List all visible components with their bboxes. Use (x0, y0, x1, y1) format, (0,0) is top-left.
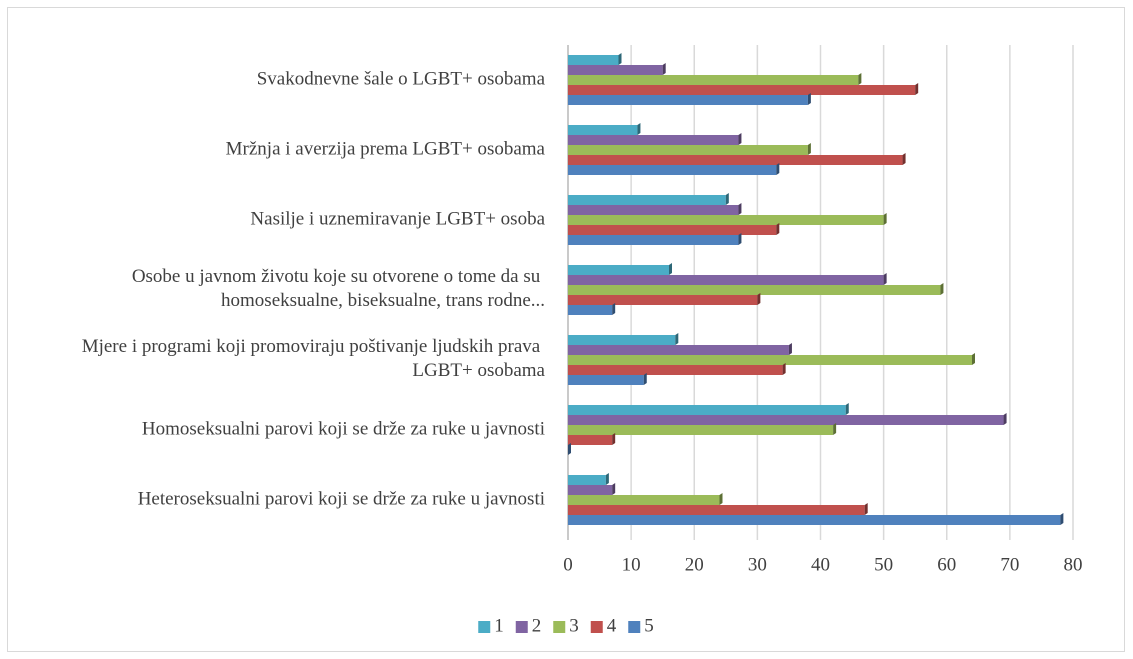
bar (568, 265, 669, 275)
bar (568, 155, 903, 165)
x-tick-label: 70 (1000, 554, 1019, 575)
legend-label: 1 (494, 615, 504, 636)
bar-side (915, 83, 919, 95)
bar-side (612, 303, 616, 315)
bar (568, 505, 865, 515)
bar-side (1003, 413, 1007, 425)
legend-swatch (515, 621, 528, 633)
legend-swatch (590, 621, 603, 633)
bar (568, 485, 613, 495)
bar-side (788, 343, 792, 355)
legend-label: 3 (569, 615, 579, 636)
bar-side (902, 153, 906, 165)
bar (568, 235, 739, 245)
bar-side (972, 353, 975, 365)
bar-side (757, 293, 761, 305)
bar (568, 365, 783, 375)
bar (568, 85, 916, 95)
x-tick-label: 80 (1064, 554, 1083, 575)
bar (568, 435, 613, 445)
bar-side (807, 93, 811, 105)
x-tick-label: 0 (563, 554, 573, 575)
bar-side (612, 483, 616, 495)
bar-side (618, 53, 622, 65)
legend: 1 2 3 4 5 (478, 615, 654, 636)
bar-side (637, 123, 641, 135)
bar-side (883, 213, 887, 225)
bar (568, 95, 808, 105)
bar (568, 65, 663, 75)
bar (568, 215, 884, 225)
y-tick-label: Svakodnevne šale o LGBT+ osobama (257, 68, 546, 89)
bar-side (643, 373, 647, 385)
bar (568, 225, 777, 235)
bar (568, 515, 1061, 525)
bar (568, 55, 619, 65)
legend-swatch (478, 621, 491, 633)
bar (568, 345, 789, 355)
legend-label: 4 (607, 615, 617, 636)
chart-frame (7, 7, 1125, 652)
x-tick-label: 10 (622, 554, 641, 575)
bar-side (858, 73, 862, 85)
bar-side (776, 163, 780, 175)
bar-side (612, 433, 616, 445)
x-tick-label: 30 (748, 554, 767, 575)
x-tick-label: 20 (685, 554, 704, 575)
bar-side (605, 473, 609, 485)
bar-side (738, 203, 742, 215)
bar (568, 355, 972, 365)
bar-side (776, 223, 780, 235)
bar-side (1060, 513, 1064, 525)
bar-side (669, 263, 672, 275)
bar (568, 125, 638, 135)
bar-side (725, 193, 729, 205)
bar-side (568, 443, 571, 455)
x-tick-label: 50 (874, 554, 893, 575)
bar (568, 295, 758, 305)
bar (568, 285, 941, 295)
bar (568, 145, 808, 155)
bar (568, 475, 606, 485)
bar-side (662, 63, 666, 75)
bar-side (782, 363, 786, 375)
y-tick-label: Mjere i programi koji promoviraju poštiv… (82, 336, 546, 381)
bar-side (864, 503, 868, 515)
bar-side (738, 133, 742, 145)
bar-side (807, 143, 811, 155)
bar (568, 135, 739, 145)
bar-side (675, 333, 679, 345)
bar (568, 495, 720, 505)
bar (568, 75, 859, 85)
bar-side (883, 273, 887, 285)
bar (568, 375, 644, 385)
bar (568, 425, 834, 435)
bar-side (738, 233, 742, 245)
bar (568, 305, 613, 315)
bar-side (719, 493, 723, 505)
y-tick-label: Homoseksualni parovi koji se drže za ruk… (142, 418, 545, 439)
legend-label: 2 (532, 615, 542, 636)
bar (568, 275, 884, 285)
bar (568, 415, 1004, 425)
x-tick-label: 60 (937, 554, 956, 575)
y-tick-label: Heteroseksualni parovi koji se drže za r… (138, 488, 545, 509)
bar-side (940, 283, 944, 295)
bar (568, 405, 846, 415)
y-tick-label: Mržnja i averzija prema LGBT+ osobama (226, 138, 546, 159)
bar (568, 205, 739, 215)
legend-label: 5 (644, 615, 654, 636)
legend-swatch (628, 621, 641, 633)
bar (568, 195, 726, 205)
bar (568, 165, 777, 175)
x-tick-label: 40 (811, 554, 830, 575)
bar-side (845, 403, 849, 415)
legend-swatch (553, 621, 566, 633)
y-tick-label: Nasilje i uznemiravanje LGBT+ osoba (250, 208, 545, 229)
y-tick-label: Osobe u javnom životu koje su otvorene o… (132, 266, 545, 311)
bar-side (833, 423, 837, 435)
bar (568, 335, 676, 345)
